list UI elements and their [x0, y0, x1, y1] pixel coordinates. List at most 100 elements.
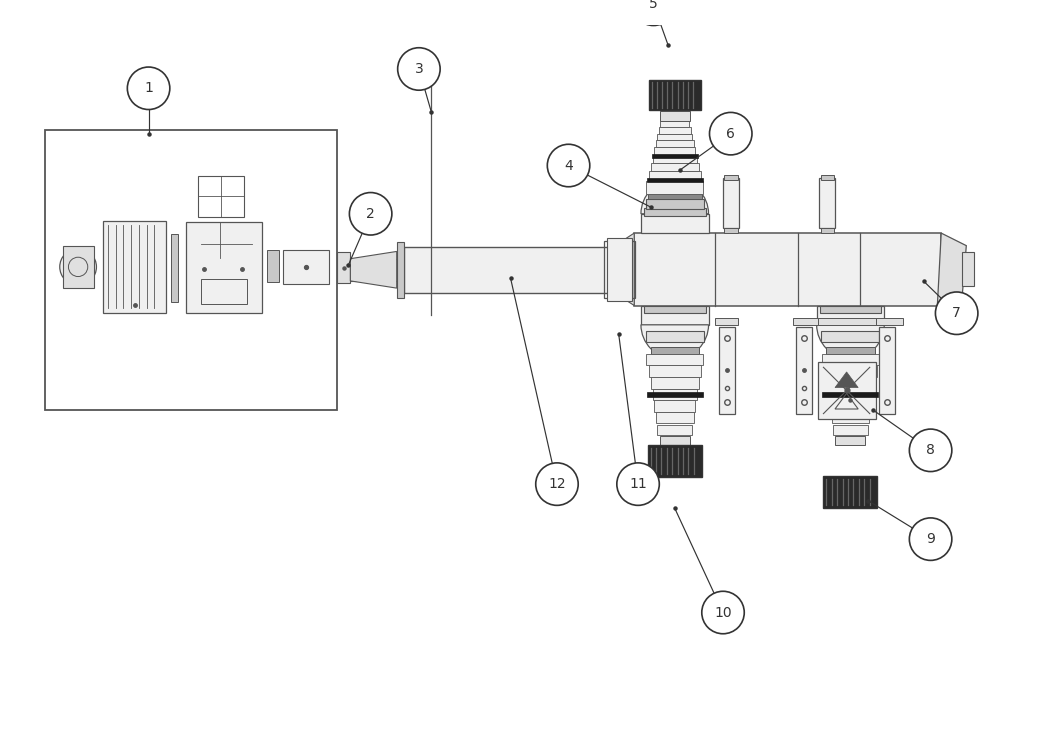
- Bar: [635, 233, 941, 306]
- Bar: [821, 175, 834, 180]
- Bar: [648, 80, 701, 110]
- Circle shape: [909, 429, 951, 472]
- Bar: [658, 425, 692, 435]
- Bar: [650, 377, 699, 388]
- Bar: [835, 436, 866, 445]
- Circle shape: [547, 144, 590, 187]
- Bar: [197, 176, 244, 217]
- Circle shape: [633, 0, 675, 26]
- Bar: [647, 445, 702, 478]
- Bar: [186, 222, 262, 313]
- Bar: [660, 111, 690, 121]
- Text: 6: 6: [727, 127, 735, 140]
- Polygon shape: [351, 252, 397, 288]
- Bar: [646, 330, 703, 342]
- Bar: [875, 318, 903, 325]
- Text: 10: 10: [714, 605, 732, 620]
- Circle shape: [617, 463, 659, 505]
- Text: 2: 2: [366, 207, 375, 221]
- Bar: [819, 306, 882, 313]
- Bar: [650, 163, 699, 171]
- Circle shape: [535, 463, 579, 505]
- Polygon shape: [835, 372, 859, 388]
- Bar: [607, 238, 633, 300]
- Polygon shape: [615, 246, 635, 293]
- Bar: [724, 175, 737, 180]
- Bar: [816, 306, 884, 325]
- Text: 11: 11: [629, 477, 647, 491]
- Bar: [724, 228, 737, 233]
- Circle shape: [398, 48, 440, 90]
- Bar: [397, 242, 404, 298]
- Bar: [641, 306, 709, 325]
- Bar: [659, 127, 691, 134]
- Bar: [646, 354, 703, 366]
- Bar: [647, 194, 702, 199]
- Bar: [715, 318, 738, 325]
- Bar: [604, 241, 635, 298]
- Bar: [722, 178, 739, 228]
- Bar: [830, 400, 871, 412]
- Bar: [337, 252, 351, 283]
- Text: 3: 3: [415, 62, 423, 76]
- Bar: [658, 134, 692, 140]
- Text: 8: 8: [926, 443, 935, 457]
- Bar: [817, 318, 875, 325]
- Bar: [648, 366, 701, 377]
- Bar: [646, 181, 703, 194]
- Circle shape: [60, 249, 96, 285]
- Bar: [283, 249, 329, 285]
- Bar: [641, 214, 709, 233]
- Bar: [660, 121, 690, 127]
- Circle shape: [710, 113, 752, 155]
- Circle shape: [350, 192, 392, 235]
- Bar: [821, 228, 834, 233]
- Bar: [267, 249, 279, 282]
- Bar: [796, 327, 812, 414]
- Bar: [653, 388, 697, 400]
- Bar: [827, 377, 874, 388]
- Bar: [201, 279, 247, 303]
- Bar: [656, 412, 694, 424]
- Bar: [646, 392, 702, 397]
- Wedge shape: [641, 325, 709, 359]
- Bar: [827, 347, 874, 354]
- Circle shape: [702, 591, 744, 634]
- Circle shape: [909, 518, 951, 560]
- Bar: [650, 347, 699, 354]
- Polygon shape: [938, 233, 966, 306]
- Text: 7: 7: [953, 306, 961, 320]
- Bar: [103, 221, 166, 313]
- Bar: [828, 388, 872, 400]
- Bar: [832, 412, 869, 424]
- Bar: [648, 171, 701, 181]
- Bar: [62, 246, 94, 288]
- Bar: [825, 366, 876, 377]
- Bar: [652, 154, 698, 158]
- Circle shape: [936, 292, 978, 334]
- Bar: [45, 130, 337, 410]
- Bar: [719, 327, 735, 414]
- Bar: [880, 327, 894, 414]
- Bar: [404, 246, 615, 293]
- Bar: [962, 252, 974, 286]
- Text: 12: 12: [548, 477, 566, 491]
- Bar: [646, 178, 702, 182]
- Bar: [793, 318, 819, 325]
- Bar: [644, 306, 705, 313]
- Circle shape: [128, 67, 170, 110]
- Text: 5: 5: [649, 0, 658, 11]
- Bar: [824, 476, 878, 508]
- Bar: [655, 147, 695, 155]
- Text: 9: 9: [926, 532, 935, 546]
- Bar: [822, 354, 879, 366]
- Bar: [823, 392, 879, 397]
- Bar: [655, 400, 695, 412]
- Bar: [656, 140, 694, 147]
- Bar: [653, 155, 697, 163]
- Text: 1: 1: [144, 81, 153, 95]
- Bar: [171, 234, 177, 302]
- Bar: [819, 178, 835, 228]
- Bar: [822, 330, 880, 342]
- Bar: [644, 208, 705, 216]
